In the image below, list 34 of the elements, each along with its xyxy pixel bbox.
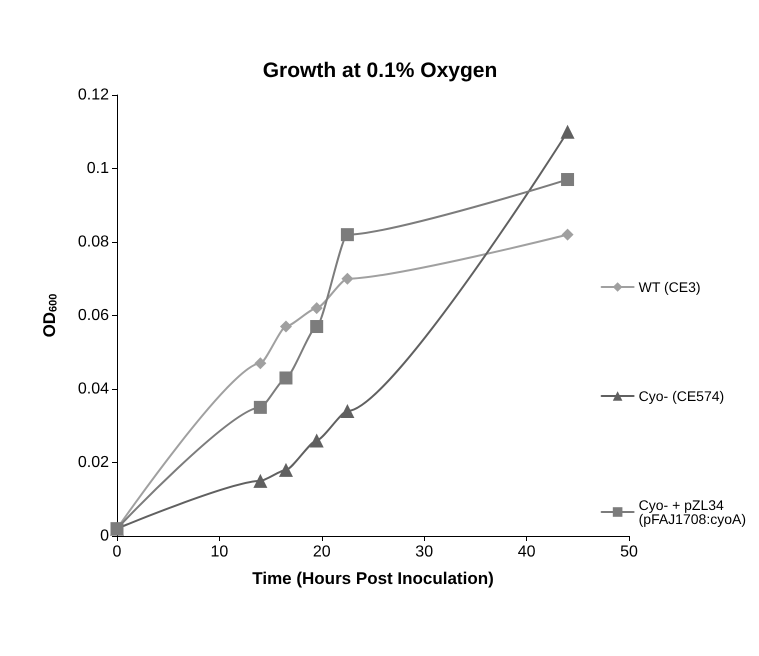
y-tick-label: 0.06 [78,307,110,324]
point [254,400,267,414]
point [340,404,354,418]
x-tick-label: 30 [415,544,434,560]
x-tick-label: 40 [518,544,536,560]
y-tick-label: 0.08 [78,234,110,250]
point [560,124,575,139]
point [254,357,266,370]
y-tick-label: 0.1 [86,160,110,177]
point [561,173,574,186]
x-axis-title: Time (Hours Post Inoculation) [252,569,494,588]
point [253,474,268,488]
chart-title: Growth at 0.1% Oxygen [262,59,498,82]
point [279,371,292,384]
y-tick-label: 0 [100,528,110,544]
point [310,302,323,314]
y-axis-title: OD600 [40,294,60,338]
y-tick-label: 0.04 [78,380,110,398]
x-tick-label: 50 [620,544,638,560]
point [341,272,354,285]
point [310,320,324,334]
point [280,320,292,333]
y-tick-label: 0.12 [78,86,110,104]
point [310,433,324,448]
x-tick-label: 10 [210,544,228,560]
point [562,228,574,241]
point [278,462,293,477]
x-tick-label: 0 [112,544,122,560]
x-tick-label: 20 [312,544,331,560]
y-tick-label: 0.02 [78,454,110,471]
legend-label: WT (CE3) [638,279,701,295]
legend-label: Cyo- (CE574) [638,388,724,404]
legend-label: Cyo- + pZL34 (pFAJ1708:cyoA) [638,497,746,527]
point [340,228,354,242]
